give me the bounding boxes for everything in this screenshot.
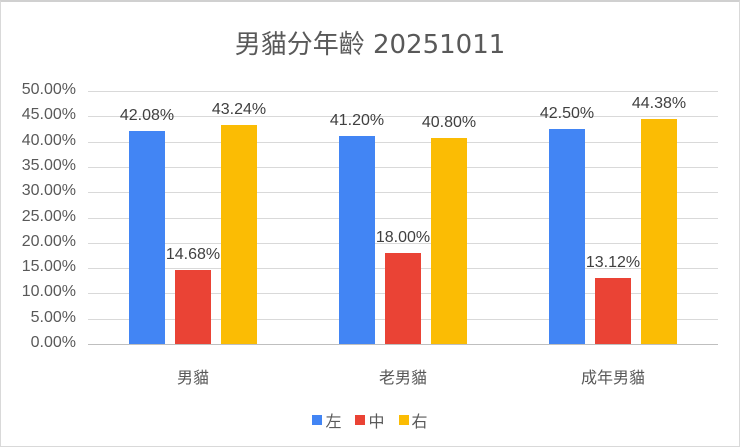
- gridline: [88, 242, 718, 244]
- legend: 左中右: [0, 408, 740, 432]
- legend-label: 中: [368, 412, 385, 431]
- gridline: [88, 91, 718, 92]
- legend-swatch-icon: [355, 415, 366, 425]
- legend-swatch-icon: [398, 415, 409, 425]
- x-category-label: 男貓: [176, 368, 209, 387]
- legend-label: 左: [325, 412, 342, 431]
- chart-title: 男貓分年齡 20251011: [234, 30, 506, 60]
- y-tick-label: 40.00%: [21, 131, 76, 149]
- data-label: 40.80%: [421, 113, 477, 131]
- y-tick-label: 10.00%: [21, 283, 76, 301]
- legend-item[interactable]: 左: [312, 408, 341, 432]
- y-tick-label: 0.00%: [30, 334, 76, 351]
- data-label: 13.12%: [585, 253, 641, 271]
- legend-label: 右: [411, 412, 428, 431]
- x-category-label: 老男貓: [378, 368, 427, 387]
- legend-item[interactable]: 右: [398, 408, 428, 432]
- data-label: 43.24%: [211, 101, 267, 119]
- x-category-label: 成年男貓: [580, 368, 645, 387]
- gridline: [88, 166, 718, 168]
- data-label: 42.50%: [539, 104, 595, 122]
- legend-swatch-icon: [312, 415, 323, 425]
- bar[interactable]: [221, 125, 257, 344]
- y-tick-label: 45.00%: [21, 106, 76, 124]
- bar[interactable]: [175, 269, 211, 344]
- bar[interactable]: [641, 119, 677, 344]
- bar[interactable]: [385, 252, 421, 344]
- gridline: [88, 192, 718, 194]
- y-tick-label: 25.00%: [21, 207, 76, 225]
- y-tick-label: 15.00%: [21, 258, 76, 276]
- y-tick-label: 30.00%: [21, 182, 76, 200]
- gridline: [88, 217, 718, 219]
- data-label: 42.08%: [119, 107, 175, 125]
- bar[interactable]: [339, 135, 375, 344]
- data-label: 14.68%: [165, 245, 221, 263]
- y-tick-label: 20.00%: [21, 232, 76, 250]
- gridline: [88, 116, 718, 118]
- gridline: [88, 141, 718, 143]
- y-tick-label: 35.00%: [21, 156, 76, 174]
- bar[interactable]: [549, 128, 585, 344]
- data-label: 18.00%: [375, 228, 431, 246]
- bar[interactable]: [595, 277, 631, 344]
- bar[interactable]: [129, 131, 165, 344]
- legend-item[interactable]: 中: [355, 408, 385, 432]
- data-label: 44.38%: [631, 95, 687, 113]
- data-label: 41.20%: [329, 111, 385, 129]
- x-axis-line: [88, 344, 718, 345]
- y-tick-label: 5.00%: [30, 308, 76, 326]
- bar[interactable]: [431, 137, 467, 344]
- y-tick-label: 50.00%: [21, 81, 76, 98]
